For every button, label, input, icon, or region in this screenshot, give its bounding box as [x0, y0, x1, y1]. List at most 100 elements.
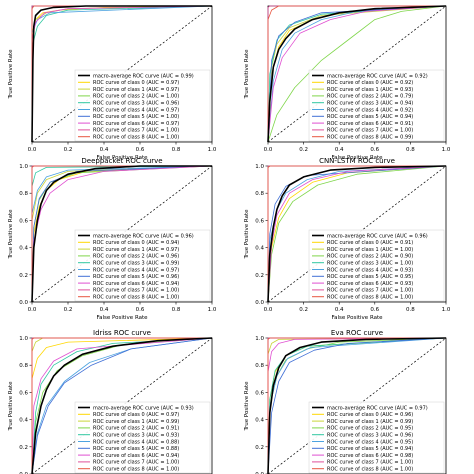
legend-box [308, 229, 445, 302]
y-axis-label: True Positive Rate [8, 381, 14, 432]
legend-entry: ROC curve of class 1 (AUC = 0.97) [93, 247, 179, 253]
y-tick-label: 0.6 [19, 218, 28, 224]
y-tick-label: 0.4 [255, 246, 264, 252]
legend: macro-average ROC curve (AUC = 0.92) ROC … [308, 69, 445, 142]
x-tick-label: 0.6 [370, 307, 379, 313]
y-axis-label: True Positive Rate [8, 49, 14, 100]
legend-entry: ROC curve of class 2 (AUC = 0.96) [93, 254, 179, 260]
legend: macro-average ROC curve (AUC = 0.96) ROC … [308, 229, 445, 302]
x-axis-label: False Positive Rate [331, 155, 383, 161]
y-tick-label: 0.8 [255, 363, 264, 369]
legend-entry: ROC curve of class 2 (AUC = 0.79) [327, 94, 413, 100]
roc-line-class-5 [31, 337, 213, 474]
x-tick-label: 0.2 [299, 307, 308, 313]
legend-entry: ROC curve of class 6 (AUC = 0.91) [327, 121, 413, 127]
legend: macro-average ROC curve (AUC = 0.93) ROC … [74, 401, 211, 474]
roc-line-class-2 [267, 5, 447, 143]
y-tick-label: 0.2 [19, 273, 28, 279]
legend-entry: ROC curve of class 1 (AUC = 0.93) [327, 87, 413, 93]
x-tick-label: 0.6 [136, 307, 145, 313]
x-tick-label: 0.8 [406, 307, 415, 313]
y-tick-label: 1.0 [255, 336, 264, 342]
legend-entry: ROC curve of class 8 (AUC = 1.00) [93, 467, 179, 473]
legend-entry: ROC curve of class 6 (AUC = 0.98) [327, 453, 413, 459]
legend-entry: macro-average ROC curve (AUC = 0.96) [327, 233, 428, 239]
y-tick-label: 1.0 [255, 164, 264, 170]
legend-entry: ROC curve of class 7 (AUC = 1.00) [327, 288, 413, 294]
y-tick-label: 0.6 [19, 390, 28, 396]
x-tick-label: 0.6 [370, 147, 379, 153]
x-tick-label: 0.2 [299, 147, 308, 153]
roc-line-class-5 [267, 337, 447, 474]
x-tick-label: 1.0 [442, 307, 451, 313]
y-tick-label: 0.6 [255, 390, 264, 396]
roc-line-class-6 [31, 337, 213, 474]
y-tick-label: 0.2 [255, 273, 264, 279]
roc-line-class-5 [267, 165, 447, 303]
macro-average-roc-line [31, 5, 212, 143]
legend-entry: macro-average ROC curve (AUC = 0.97) [327, 405, 428, 411]
legend-entry: ROC curve of class 3 (AUC = 0.93) [93, 433, 179, 439]
legend-entry: ROC curve of class 4 (AUC = 0.88) [93, 439, 179, 445]
chart-panel-5: Idriss ROC curve 0.0 0.2 0.4 0.6 0.8 1.0 True P… [8, 329, 213, 474]
x-tick-label: 0.0 [264, 147, 273, 153]
y-tick-label: 0.4 [19, 246, 28, 252]
y-tick-label: 0.8 [255, 191, 264, 197]
y-tick-label: 0.0 [19, 300, 28, 306]
y-axis-label: True Positive Rate [244, 209, 250, 260]
x-tick-label: 0.0 [264, 307, 273, 313]
legend-entry: ROC curve of class 5 (AUC = 0.95) [327, 274, 413, 280]
legend-box [74, 401, 211, 474]
chart-panel-1: 0.0 0.2 0.4 0.6 0.8 1.0 False Positive Rate Tru… [8, 5, 217, 161]
y-tick-label: 0.2 [255, 445, 264, 451]
x-tick-label: 1.0 [208, 147, 217, 153]
legend-entry: ROC curve of class 4 (AUC = 0.92) [327, 107, 413, 113]
legend-entry: ROC curve of class 0 (AUC = 0.96) [327, 412, 413, 418]
roc-line-class-5 [31, 165, 213, 303]
x-tick-label: 0.2 [64, 147, 73, 153]
x-tick-label: 0.0 [28, 147, 37, 153]
legend-entry: ROC curve of class 5 (AUC = 0.96) [93, 274, 179, 280]
legend-entry: ROC curve of class 7 (AUC = 1.00) [327, 460, 413, 466]
legend-entry: macro-average ROC curve (AUC = 0.96) [93, 233, 194, 239]
legend-entry: ROC curve of class 8 (AUC = 1.00) [93, 295, 179, 301]
legend-entry: ROC curve of class 1 (AUC = 1.00) [327, 247, 413, 253]
legend-entry: ROC curve of class 4 (AUC = 0.95) [327, 439, 413, 445]
legend-entry: ROC curve of class 8 (AUC = 1.00) [327, 467, 413, 473]
legend-entry: ROC curve of class 5 (AUC = 1.00) [93, 114, 179, 120]
legend-entry: ROC curve of class 2 (AUC = 0.91) [93, 426, 179, 432]
roc-line-class-8 [267, 165, 446, 302]
legend-entry: ROC curve of class 8 (AUC = 1.00) [93, 135, 179, 141]
x-axis-label: False Positive Rate [331, 315, 383, 321]
legend-entry: ROC curve of class 6 (AUC = 0.93) [327, 281, 413, 287]
legend: macro-average ROC curve (AUC = 0.97)ROC … [308, 401, 445, 474]
roc-line-class-3 [31, 337, 213, 474]
x-tick-label: 0.2 [64, 307, 73, 313]
legend-entry: ROC curve of class 2 (AUC = 0.90) [327, 254, 413, 260]
legend-entry: ROC curve of class 8 (AUC = 0.99) [327, 135, 413, 141]
chart-title: Deeppacket ROC curve [81, 157, 162, 165]
y-tick-label: 0.0 [255, 300, 264, 306]
legend: macro-average ROC curve (AUC = 0.96)ROC … [74, 229, 211, 302]
roc-line-class-8 [267, 5, 446, 142]
y-tick-label: 0.8 [19, 363, 28, 369]
x-tick-label: 0.8 [406, 147, 415, 153]
legend-entry: ROC curve of class 0 (AUC = 0.97) [93, 80, 179, 86]
x-tick-label: 0.4 [335, 147, 344, 153]
legend-box [308, 69, 445, 142]
legend-entry: ROC curve of class 4 (AUC = 0.93) [327, 267, 413, 273]
legend-entry: ROC curve of class 1 (AUC = 0.97) [93, 87, 179, 93]
legend-entry: ROC curve of class 3 (AUC = 0.96) [327, 433, 413, 439]
legend-entry: ROC curve of class 3 (AUC = 1.00) [327, 261, 413, 267]
roc-line-class-8 [267, 337, 446, 474]
y-tick-label: 0.8 [19, 191, 28, 197]
legend-entry: macro-average ROC curve (AUC = 0.93) [93, 405, 194, 411]
legend-entry: macro-average ROC curve (AUC = 0.92) [327, 73, 428, 79]
x-tick-label: 0.8 [172, 307, 181, 313]
chart-panel-3: Deeppacket ROC curve 0.0 0.2 0.4 0.6 0.8 1.0 Fa… [8, 157, 217, 321]
legend-entry: ROC curve of class 3 (AUC = 0.94) [327, 101, 413, 107]
legend-entry: ROC curve of class 0 (AUC = 0.94) [93, 240, 179, 246]
x-tick-label: 0.0 [28, 307, 37, 313]
legend-entry: ROC curve of class 5 (AUC = 0.88) [93, 446, 179, 452]
